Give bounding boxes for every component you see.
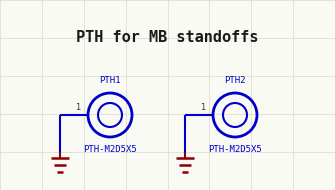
Text: PTH-M2D5X5: PTH-M2D5X5 <box>208 145 262 154</box>
Text: PTH-M2D5X5: PTH-M2D5X5 <box>83 145 137 154</box>
Text: PTH1: PTH1 <box>99 76 121 85</box>
Text: PTH for MB standoffs: PTH for MB standoffs <box>76 31 259 45</box>
Text: 1: 1 <box>75 103 80 112</box>
Text: PTH2: PTH2 <box>224 76 246 85</box>
Text: 1: 1 <box>200 103 205 112</box>
